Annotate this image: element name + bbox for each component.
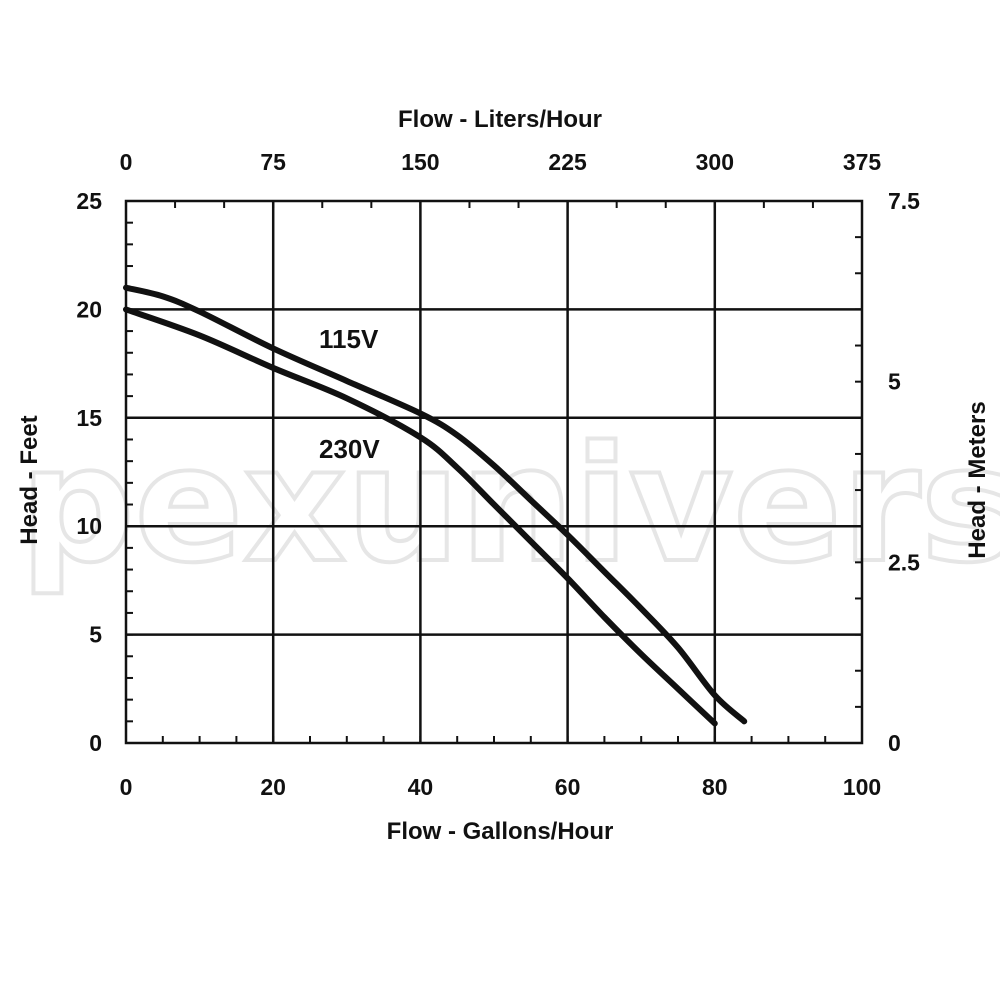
y-tick-label: 10 — [76, 513, 102, 539]
y-tick-label: 5 — [89, 622, 102, 648]
y2-tick-label: 7.5 — [888, 188, 920, 214]
x2-tick-label: 150 — [401, 149, 439, 175]
x-tick-label: 0 — [120, 774, 133, 800]
x-tick-label: 100 — [843, 774, 881, 800]
series-line-230v — [123, 306, 718, 727]
y-tick-label: 25 — [76, 188, 102, 214]
y-axis-title: Head - Feet — [16, 415, 43, 544]
y2-tick-label: 5 — [888, 369, 901, 395]
x2-tick-label: 375 — [843, 149, 882, 175]
x-axis-ticks: 0 20 40 60 80 100 — [120, 774, 882, 800]
plot-frame — [124, 199, 864, 745]
y-axis-ticks: 0 5 10 15 20 25 — [76, 188, 102, 756]
series-curves — [123, 284, 748, 727]
y2-axis-ticks: 0 2.5 5 7.5 — [888, 188, 920, 756]
y-tick-label: 15 — [76, 405, 102, 431]
grid — [126, 201, 862, 743]
y2-tick-label: 0 — [888, 730, 901, 756]
watermark: pexuniverse — [20, 411, 1000, 598]
x-tick-label: 20 — [260, 774, 286, 800]
x-tick-label: 80 — [702, 774, 728, 800]
y-tick-label: 0 — [89, 730, 102, 756]
x2-axis-title: Flow - Liters/Hour — [398, 106, 602, 133]
y2-axis-title: Head - Meters — [964, 401, 991, 558]
y-tick-label: 20 — [76, 296, 102, 322]
x2-axis-ticks: 0 75 150 225 300 375 — [120, 149, 882, 175]
x-tick-label: 40 — [408, 774, 434, 800]
series-label-115v: 115V — [319, 324, 379, 354]
series-label-230v: 230V — [319, 434, 380, 464]
x2-tick-label: 225 — [548, 149, 587, 175]
x2-tick-label: 300 — [696, 149, 734, 175]
x-axis-title: Flow - Gallons/Hour — [387, 818, 614, 845]
series-line-115v — [123, 284, 748, 725]
x-tick-label: 60 — [555, 774, 581, 800]
x2-tick-label: 75 — [260, 149, 286, 175]
x2-tick-label: 0 — [120, 149, 133, 175]
y2-tick-label: 2.5 — [888, 549, 920, 575]
